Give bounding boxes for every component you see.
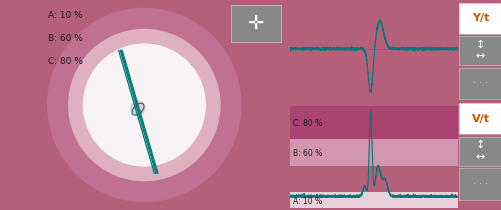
Text: C: 80 %: C: 80 %: [48, 57, 83, 66]
Circle shape: [131, 101, 145, 115]
Circle shape: [69, 29, 219, 181]
Bar: [290, 106, 457, 139]
Bar: [290, 139, 457, 166]
Text: A: 10 %: A: 10 %: [48, 10, 82, 20]
Text: V/t: V/t: [471, 114, 488, 124]
Text: ↕
↔: ↕ ↔: [475, 40, 484, 61]
Text: ✛: ✛: [247, 14, 264, 33]
Circle shape: [83, 44, 205, 166]
Text: · · ·: · · ·: [472, 179, 487, 189]
Text: C: 80 %: C: 80 %: [292, 119, 321, 128]
Text: ↕
↔: ↕ ↔: [475, 140, 484, 162]
Bar: [290, 192, 457, 208]
Text: Y/t: Y/t: [471, 13, 488, 23]
Text: B: 60 %: B: 60 %: [48, 34, 83, 43]
Text: · · ·: · · ·: [472, 78, 487, 88]
Circle shape: [48, 8, 240, 202]
Text: A: 10 %: A: 10 %: [292, 197, 321, 206]
Text: B: 60 %: B: 60 %: [292, 149, 321, 158]
